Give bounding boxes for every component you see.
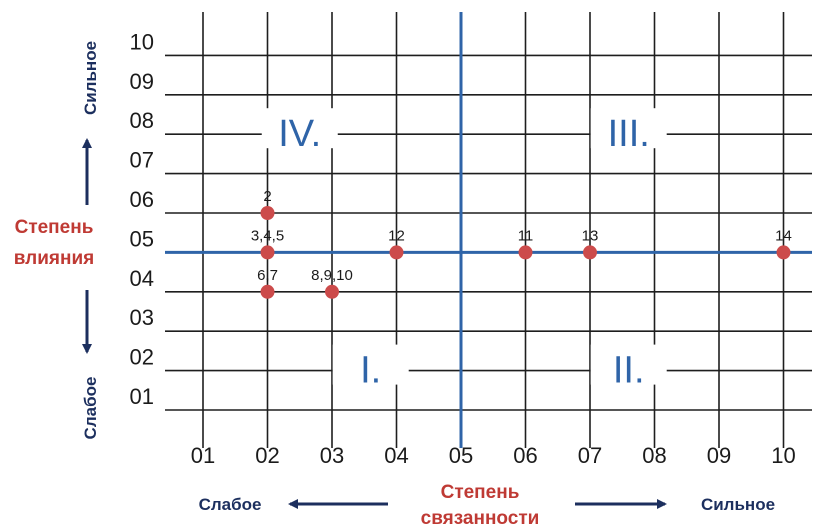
data-point [325,284,339,299]
quadrant-label: I. [360,350,381,392]
quadrant-label: II. [613,350,645,392]
quadrant-label-bg [590,344,667,385]
x-tick-label: 07 [578,443,602,468]
data-point-label: 12 [388,227,405,244]
data-point-label: 6,7 [257,267,278,284]
data-point [260,284,275,299]
y-tick-label: 05 [130,226,154,251]
x-axis-high-label: Сильное [701,495,775,514]
y-tick-label: 03 [130,305,154,330]
quadrant-label-bg [590,108,667,149]
quadrant-label-bg [261,108,338,149]
y-tick-label: 08 [130,108,154,133]
data-point-label: 2 [263,188,271,205]
x-tick-label: 05 [449,443,473,468]
data-point [260,245,275,260]
data-point [583,245,597,260]
x-axis-low-label: Слабое [199,495,262,514]
x-tick-label: 03 [320,443,344,468]
quadrant-label: IV. [278,113,321,155]
y-tick-label: 06 [130,187,154,212]
y-tick-label: 10 [130,29,154,54]
y-axis-title-line1: Степень [15,217,94,238]
x-axis-title-line2: связанности [421,508,540,529]
x-tick-label: 02 [255,443,279,468]
quadrant-label-bg [332,344,409,385]
data-point-label: 3,4,5 [251,227,284,244]
x-tick-label: 09 [707,443,731,468]
y-tick-label: 04 [130,266,154,291]
x-tick-label: 06 [513,443,537,468]
data-point [260,206,275,220]
data-point-label: 14 [775,227,792,244]
data-point-label: 13 [582,227,599,244]
quadrant-labels: IV. III. I. II. [261,108,667,392]
x-axis-title-line1: Степень [441,482,520,503]
tick-labels: 01 02 03 04 05 06 07 08 09 10 01 02 03 04 05 06 07 08 09 10 [130,29,796,468]
y-tick-label: 02 [130,345,154,370]
data-point [518,245,533,260]
data-point [389,245,404,260]
x-tick-label: 01 [191,443,215,468]
data-point-label: 8,9,10 [311,267,353,284]
y-axis-low-label: Слабое [81,377,100,440]
data-points: 2 3,4,5 6,7 8,9,10 12 11 13 14 [251,188,792,299]
data-point [776,245,791,260]
quadrant-label: III. [608,113,650,155]
x-tick-label: 10 [771,443,795,468]
data-point-label: 11 [518,227,534,244]
y-tick-label: 07 [130,148,154,173]
x-tick-label: 04 [384,443,408,468]
y-axis-title-line2: влияния [14,248,95,269]
y-axis-high-label: Сильное [81,41,100,115]
y-tick-label: 09 [130,69,154,94]
grid [165,12,812,448]
y-tick-label: 01 [130,384,154,409]
x-tick-label: 08 [642,443,666,468]
